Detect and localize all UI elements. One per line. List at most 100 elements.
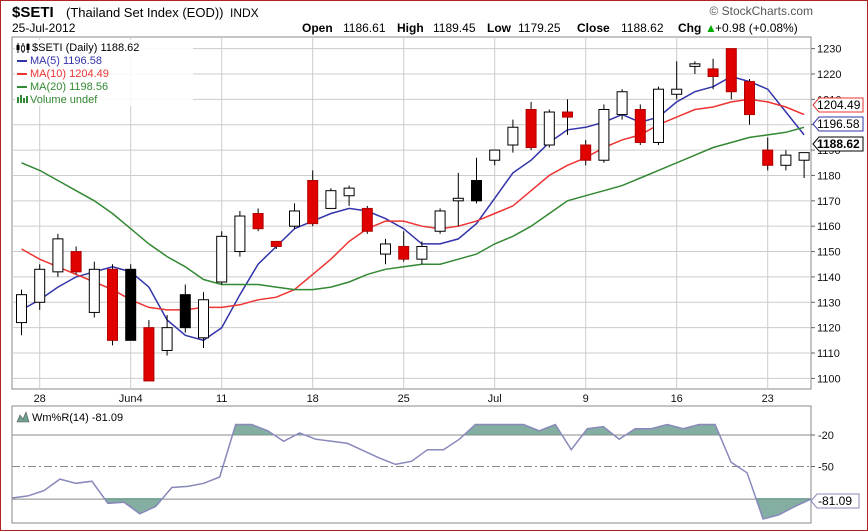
candle <box>562 99 573 135</box>
date-tick-label: 28 <box>34 393 46 405</box>
candle-body <box>16 294 27 324</box>
moving-average-lines <box>21 75 805 342</box>
candle <box>125 264 137 341</box>
high-label: High <box>397 21 424 35</box>
candle <box>707 58 719 90</box>
chg-value: +0.98 (+0.08%) <box>715 21 798 35</box>
candle-body <box>780 154 792 166</box>
candle <box>616 89 628 120</box>
date-tick-label: 25 <box>398 393 410 405</box>
symbol-title: $SETI <box>12 4 54 21</box>
volume-icon <box>17 95 28 103</box>
wr-axis: -20 -50 <box>811 430 834 474</box>
wr-series-line <box>11 423 812 520</box>
candle <box>143 320 155 382</box>
date-axis: 28 Jun4 11 18 25 Jul 9 16 23 <box>34 393 774 405</box>
price-tick-label: 1230 <box>817 44 841 56</box>
candle <box>398 231 410 262</box>
date-label: 25-Jul-2012 <box>12 21 76 35</box>
candle <box>52 233 64 277</box>
candle <box>434 208 446 234</box>
candle <box>234 210 246 257</box>
candle <box>507 119 519 153</box>
legend-ma5: MA(5) 1196.58 <box>30 55 102 67</box>
candle <box>380 238 391 265</box>
legend-volume: Volume undef <box>30 94 98 106</box>
legend-ma20: MA(20) 1198.56 <box>30 81 108 93</box>
candle-body <box>744 81 755 116</box>
candle-body <box>234 215 246 253</box>
wr-label: Wm%R(14) -81.09 <box>32 412 123 424</box>
candle-body <box>525 108 537 149</box>
legend-ma10: MA(10) 1204.49 <box>30 68 109 80</box>
candle <box>289 203 300 229</box>
candle-body <box>216 235 228 283</box>
candle-body <box>616 91 628 116</box>
candle-body <box>471 180 482 202</box>
candle-body <box>452 197 464 202</box>
date-tick-label: Jul <box>488 393 502 405</box>
candle <box>580 139 592 166</box>
wr-line <box>11 423 812 520</box>
date-tick-label: 11 <box>216 393 227 405</box>
candle-body <box>380 243 391 255</box>
wr-tick-label: -50 <box>818 462 834 474</box>
price-tick-label: 1170 <box>817 196 841 208</box>
wr-last-tag-text: -81.09 <box>818 494 852 508</box>
low-label: Low <box>487 21 512 35</box>
close-value: 1188.62 <box>621 21 664 35</box>
price-grid <box>12 37 811 389</box>
wr-overbought-fill <box>232 424 720 435</box>
candle-body <box>416 245 428 260</box>
candle <box>471 157 482 204</box>
candle <box>34 264 46 310</box>
ma-series-line-1 <box>21 75 805 342</box>
candle <box>16 289 27 336</box>
brand-watermark: © StockCharts.com <box>709 4 813 18</box>
ma10-tag <box>812 97 864 113</box>
price-axis: 1100111011201130114011501160117011801190… <box>811 44 841 385</box>
candle <box>416 241 428 265</box>
candle-body <box>107 268 118 341</box>
candle <box>744 79 755 125</box>
price-tick-label: 1180 <box>817 170 841 182</box>
candle <box>798 152 810 178</box>
candle-body <box>70 251 82 273</box>
candle-icon <box>16 43 30 53</box>
candle-body <box>343 187 355 197</box>
wr-fill <box>104 424 812 519</box>
date-tick-label: 9 <box>583 393 589 405</box>
candle-body <box>125 268 137 341</box>
candle-body <box>161 327 173 351</box>
price-tick-label: 1130 <box>817 297 841 309</box>
open-value: 1186.61 <box>343 21 386 35</box>
candle <box>653 86 664 146</box>
ma10-tag-text: 1204.49 <box>817 98 861 112</box>
low-value: 1179.25 <box>518 21 561 35</box>
date-tick-label: 23 <box>762 393 774 405</box>
price-tick-label: 1140 <box>817 272 841 284</box>
ohlc-summary: Open 1186.61 High 1189.45 Low 1179.25 Cl… <box>302 21 798 35</box>
candle-body <box>671 88 683 95</box>
candle <box>361 205 373 234</box>
exchange-label: INDX <box>230 6 259 20</box>
candlesticks <box>16 48 810 382</box>
candle-body <box>489 149 501 161</box>
candle-body <box>798 152 810 161</box>
candle-body <box>689 63 701 67</box>
wr-last-tag: -81.09 <box>810 493 860 509</box>
close-tag-text: 1188.62 <box>817 137 860 151</box>
candle <box>252 208 264 232</box>
price-tick-label: 1110 <box>817 348 840 360</box>
ma-series-line-2 <box>21 98 805 311</box>
candle <box>689 61 701 74</box>
candle <box>343 185 355 206</box>
date-tick-label: 18 <box>307 393 319 405</box>
chg-label: Chg <box>678 21 701 35</box>
candle-body <box>325 190 337 209</box>
candle-body <box>543 111 555 146</box>
candle <box>452 172 464 227</box>
candle <box>161 314 173 356</box>
candle <box>270 240 282 250</box>
